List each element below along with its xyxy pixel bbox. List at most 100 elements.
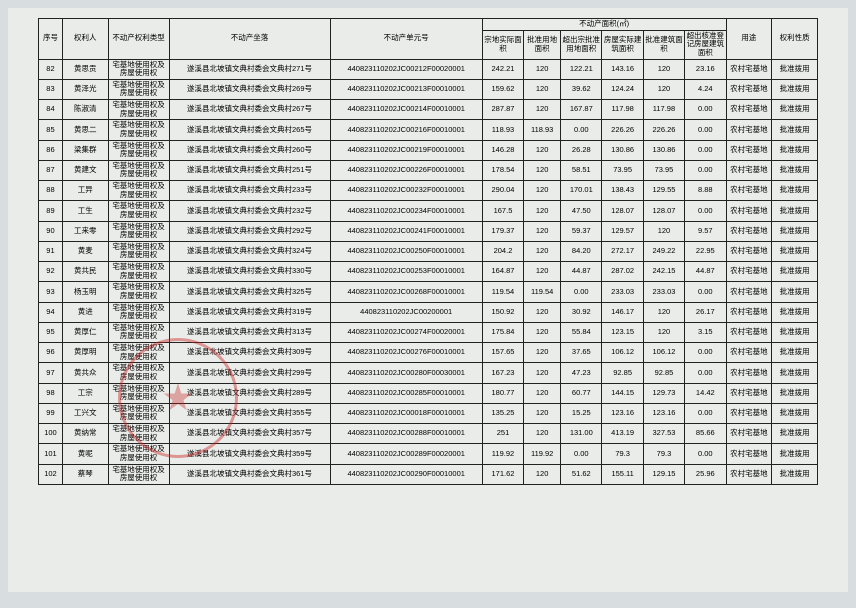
cell: 440823110202JC00280F00030001 xyxy=(330,363,482,383)
cell: 批准拨用 xyxy=(772,363,818,383)
cell: 0.00 xyxy=(685,282,726,302)
table-row: 102蔡琴宅基地使用权及房屋使用权遂溪县北坡镇文典村委会文典村361号44082… xyxy=(39,464,818,484)
table-body: 82黄思贡宅基地使用权及房屋使用权遂溪县北坡镇文典村委会文典村271号44082… xyxy=(39,59,818,484)
cell: 118.93 xyxy=(524,120,561,140)
col-bldg-actual: 房屋实际建筑面积 xyxy=(602,30,643,59)
cell: 155.11 xyxy=(602,464,643,484)
cell: 120 xyxy=(524,181,561,201)
cell: 农村宅基地 xyxy=(726,322,772,342)
cell: 120 xyxy=(524,363,561,383)
cell: 106.12 xyxy=(602,343,643,363)
table-row: 96黄厚明宅基地使用权及房屋使用权遂溪县北坡镇文典村委会文典村309号44082… xyxy=(39,343,818,363)
cell: 26.28 xyxy=(561,140,602,160)
cell: 农村宅基地 xyxy=(726,181,772,201)
cell: 工生 xyxy=(62,201,108,221)
cell: 37.65 xyxy=(561,343,602,363)
cell: 0.00 xyxy=(685,363,726,383)
cell: 宅基地使用权及房屋使用权 xyxy=(108,181,169,201)
cell: 批准拨用 xyxy=(772,79,818,99)
cell: 0.00 xyxy=(561,282,602,302)
cell: 宅基地使用权及房屋使用权 xyxy=(108,363,169,383)
cell: 农村宅基地 xyxy=(726,201,772,221)
cell: 宅基地使用权及房屋使用权 xyxy=(108,100,169,120)
cell: 农村宅基地 xyxy=(726,120,772,140)
cell: 440823110202JC00212F00020001 xyxy=(330,59,482,79)
table-row: 99工兴文宅基地使用权及房屋使用权遂溪县北坡镇文典村委会文典村355号44082… xyxy=(39,403,818,423)
cell: 农村宅基地 xyxy=(726,100,772,120)
cell: 120 xyxy=(524,79,561,99)
cell: 工兴文 xyxy=(62,403,108,423)
cell: 97 xyxy=(39,363,63,383)
cell: 农村宅基地 xyxy=(726,262,772,282)
cell: 批准拨用 xyxy=(772,241,818,261)
cell: 遂溪县北坡镇文典村委会文典村233号 xyxy=(169,181,330,201)
table-row: 97黄共众宅基地使用权及房屋使用权遂溪县北坡镇文典村委会文典村299号44082… xyxy=(39,363,818,383)
cell: 黄呢 xyxy=(62,444,108,464)
cell: 94 xyxy=(39,302,63,322)
cell: 84 xyxy=(39,100,63,120)
cell: 440823110202JC00216F00010001 xyxy=(330,120,482,140)
cell: 批准拨用 xyxy=(772,100,818,120)
cell: 95 xyxy=(39,322,63,342)
cell: 批准拨用 xyxy=(772,140,818,160)
cell: 120 xyxy=(524,160,561,180)
table-row: 85黄思二宅基地使用权及房屋使用权遂溪县北坡镇文典村委会文典村265号44082… xyxy=(39,120,818,140)
cell: 290.04 xyxy=(482,181,523,201)
col-right-type: 不动产权利类型 xyxy=(108,19,169,60)
cell: 120 xyxy=(524,383,561,403)
cell: 55.84 xyxy=(561,322,602,342)
cell: 88 xyxy=(39,181,63,201)
cell: 遂溪县北坡镇文典村委会文典村267号 xyxy=(169,100,330,120)
cell: 251 xyxy=(482,424,523,444)
cell: 批准拨用 xyxy=(772,403,818,423)
cell: 26.17 xyxy=(685,302,726,322)
cell: 164.87 xyxy=(482,262,523,282)
cell: 宅基地使用权及房屋使用权 xyxy=(108,343,169,363)
col-bldg-over: 超出核准登记房屋建筑面积 xyxy=(685,30,726,59)
cell: 440823110202JC00226F00010001 xyxy=(330,160,482,180)
cell: 批准拨用 xyxy=(772,424,818,444)
cell: 413.19 xyxy=(602,424,643,444)
table-row: 94黄进宅基地使用权及房屋使用权遂溪县北坡镇文典村委会文典村319号440823… xyxy=(39,302,818,322)
cell: 119.92 xyxy=(524,444,561,464)
cell: 120 xyxy=(643,79,684,99)
cell: 农村宅基地 xyxy=(726,282,772,302)
cell: 遂溪县北坡镇文典村委会文典村324号 xyxy=(169,241,330,261)
cell: 遂溪县北坡镇文典村委会文典村232号 xyxy=(169,201,330,221)
cell: 143.16 xyxy=(602,59,643,79)
cell: 农村宅基地 xyxy=(726,464,772,484)
cell: 9.57 xyxy=(685,221,726,241)
col-land-approved: 批准用地面积 xyxy=(524,30,561,59)
cell: 204.2 xyxy=(482,241,523,261)
cell: 农村宅基地 xyxy=(726,140,772,160)
cell: 120 xyxy=(524,100,561,120)
cell: 批准拨用 xyxy=(772,262,818,282)
cell: 批准拨用 xyxy=(772,160,818,180)
table-row: 92黄共民宅基地使用权及房屋使用权遂溪县北坡镇文典村委会文典村330号44082… xyxy=(39,262,818,282)
cell: 91 xyxy=(39,241,63,261)
cell: 25.96 xyxy=(685,464,726,484)
table-row: 82黄思贡宅基地使用权及房屋使用权遂溪县北坡镇文典村委会文典村271号44082… xyxy=(39,59,818,79)
table-row: 84陈淑清宅基地使用权及房屋使用权遂溪县北坡镇文典村委会文典村267号44082… xyxy=(39,100,818,120)
cell: 120 xyxy=(524,403,561,423)
col-land-actual: 宗地实际面积 xyxy=(482,30,523,59)
cell: 黄建文 xyxy=(62,160,108,180)
cell: 59.37 xyxy=(561,221,602,241)
cell: 宅基地使用权及房屋使用权 xyxy=(108,59,169,79)
cell: 84.20 xyxy=(561,241,602,261)
cell: 批准拨用 xyxy=(772,444,818,464)
cell: 440823110202JC00285F00010001 xyxy=(330,383,482,403)
cell: 黄共众 xyxy=(62,363,108,383)
cell: 黄共民 xyxy=(62,262,108,282)
cell: 蔡琴 xyxy=(62,464,108,484)
cell: 226.26 xyxy=(602,120,643,140)
cell: 87 xyxy=(39,160,63,180)
cell: 47.50 xyxy=(561,201,602,221)
cell: 135.25 xyxy=(482,403,523,423)
cell: 157.65 xyxy=(482,343,523,363)
cell: 宅基地使用权及房屋使用权 xyxy=(108,282,169,302)
cell: 批准拨用 xyxy=(772,383,818,403)
cell: 440823110202JC00250F00010001 xyxy=(330,241,482,261)
cell: 遂溪县北坡镇文典村委会文典村289号 xyxy=(169,383,330,403)
cell: 120 xyxy=(524,262,561,282)
